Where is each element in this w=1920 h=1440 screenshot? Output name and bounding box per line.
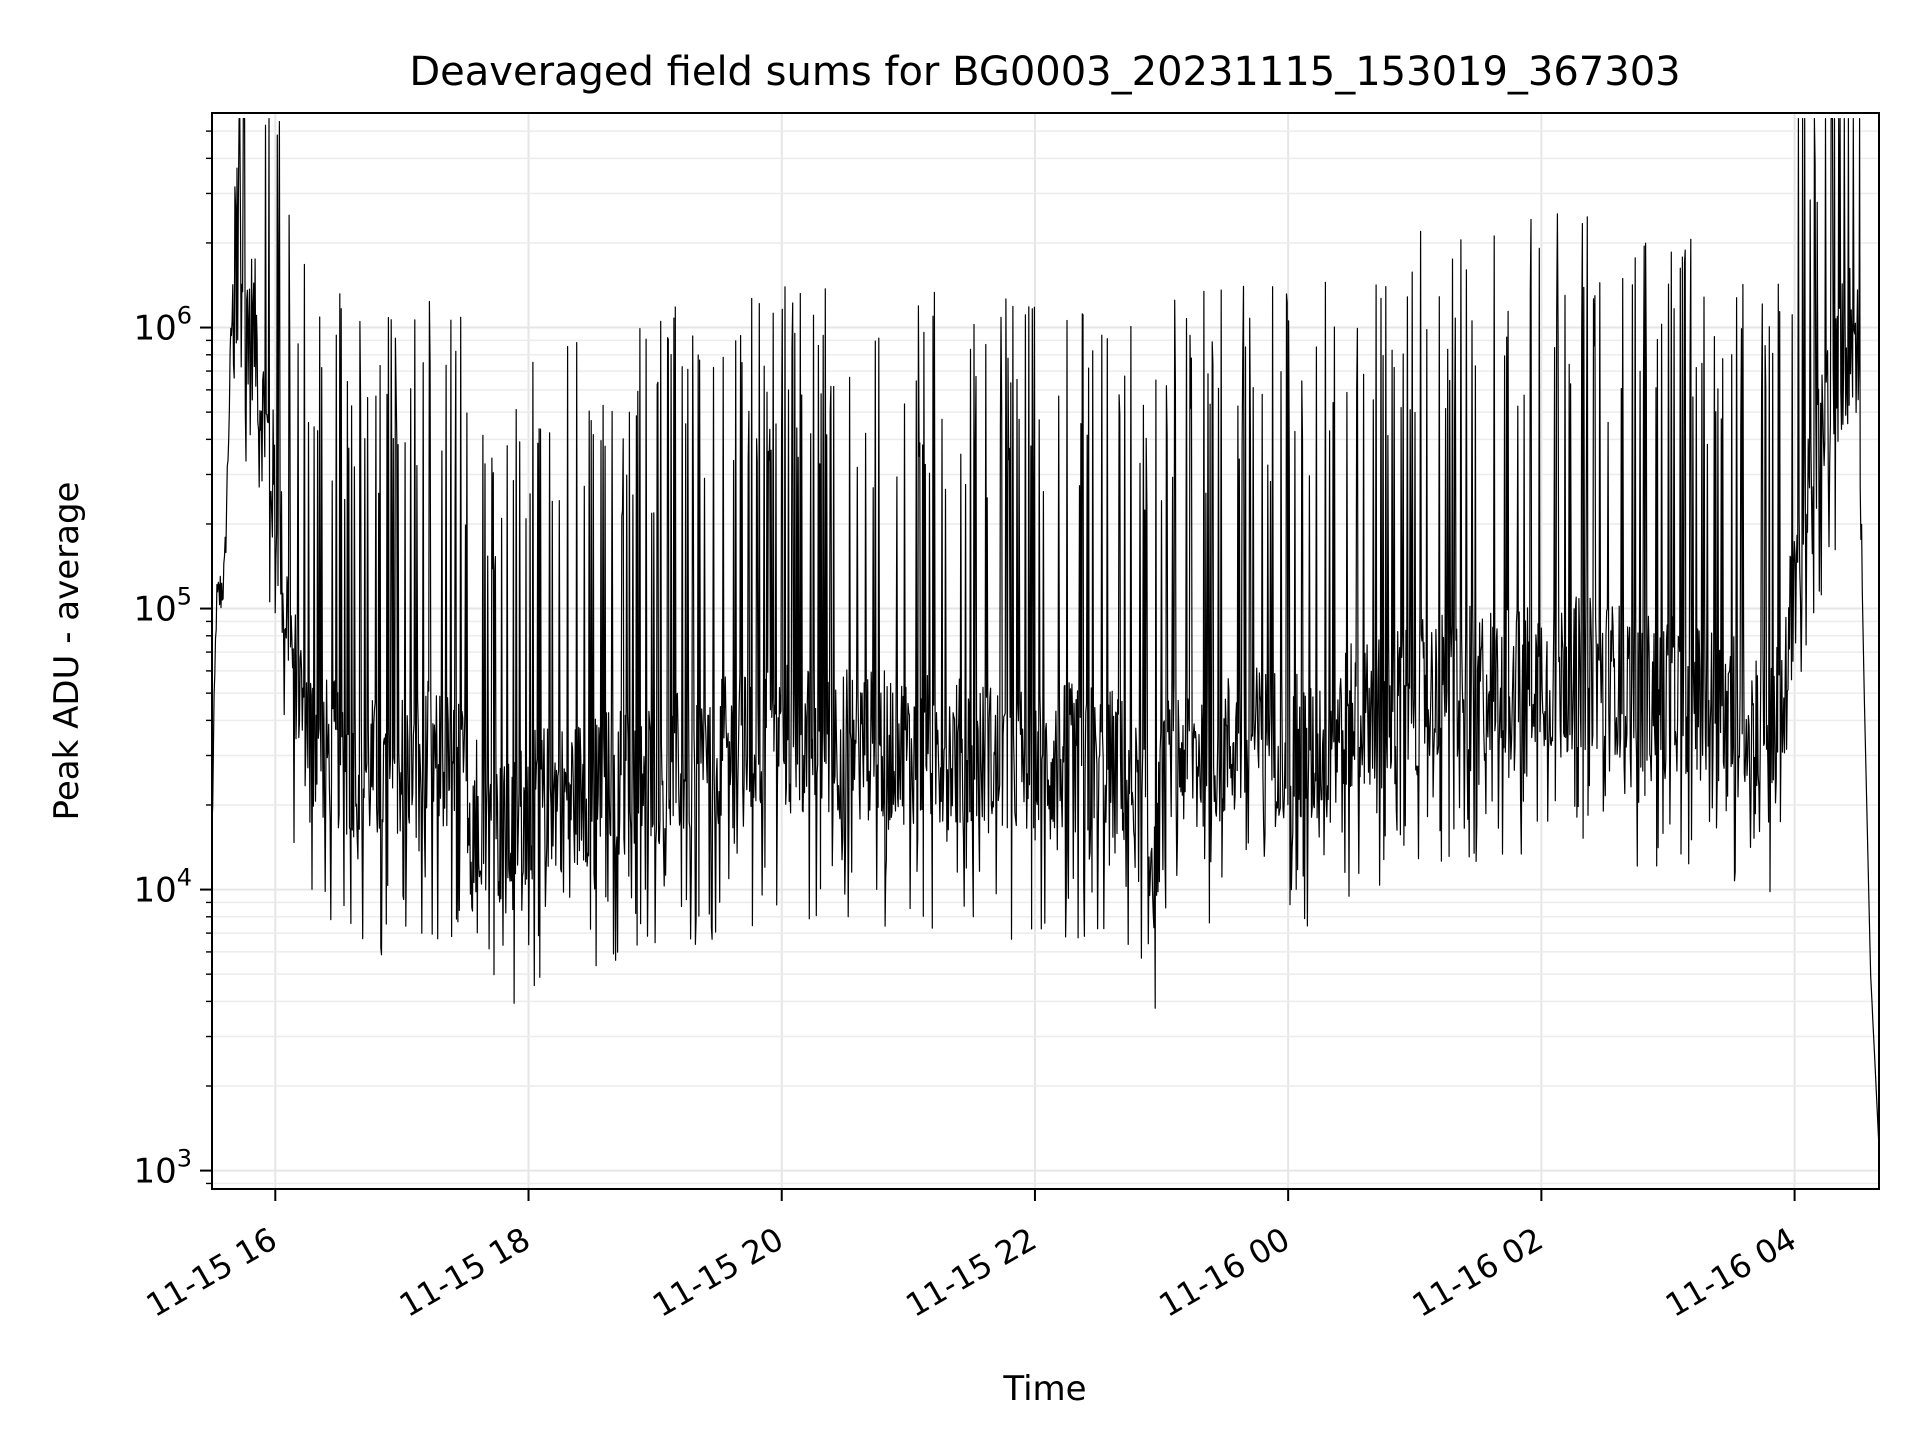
y-tick-exponent: 5 xyxy=(177,583,192,611)
y-tick-base: 10 xyxy=(133,871,176,911)
y-tick-label: 104 xyxy=(133,864,192,911)
y-tick-label: 105 xyxy=(133,583,192,630)
y-tick-exponent: 6 xyxy=(177,302,192,330)
series-layer xyxy=(211,118,1880,1149)
y-tick-exponent: 3 xyxy=(177,1145,192,1173)
x-axis-label: Time xyxy=(1002,1369,1086,1409)
y-tick-label: 106 xyxy=(133,302,192,349)
plot-frame xyxy=(211,112,1880,1190)
series-line xyxy=(211,118,1880,1149)
y-axis-label: Peak ADU - average xyxy=(47,482,87,821)
y-tick-exponent: 4 xyxy=(177,864,192,892)
grid-lines xyxy=(212,113,1879,1189)
y-tick-base: 10 xyxy=(133,590,176,630)
y-tick-base: 10 xyxy=(133,309,176,349)
chart-title: Deaveraged field sums for BG0003_2023111… xyxy=(409,49,1680,95)
y-tick-base: 10 xyxy=(133,1152,176,1192)
y-tick-label: 103 xyxy=(133,1145,192,1192)
